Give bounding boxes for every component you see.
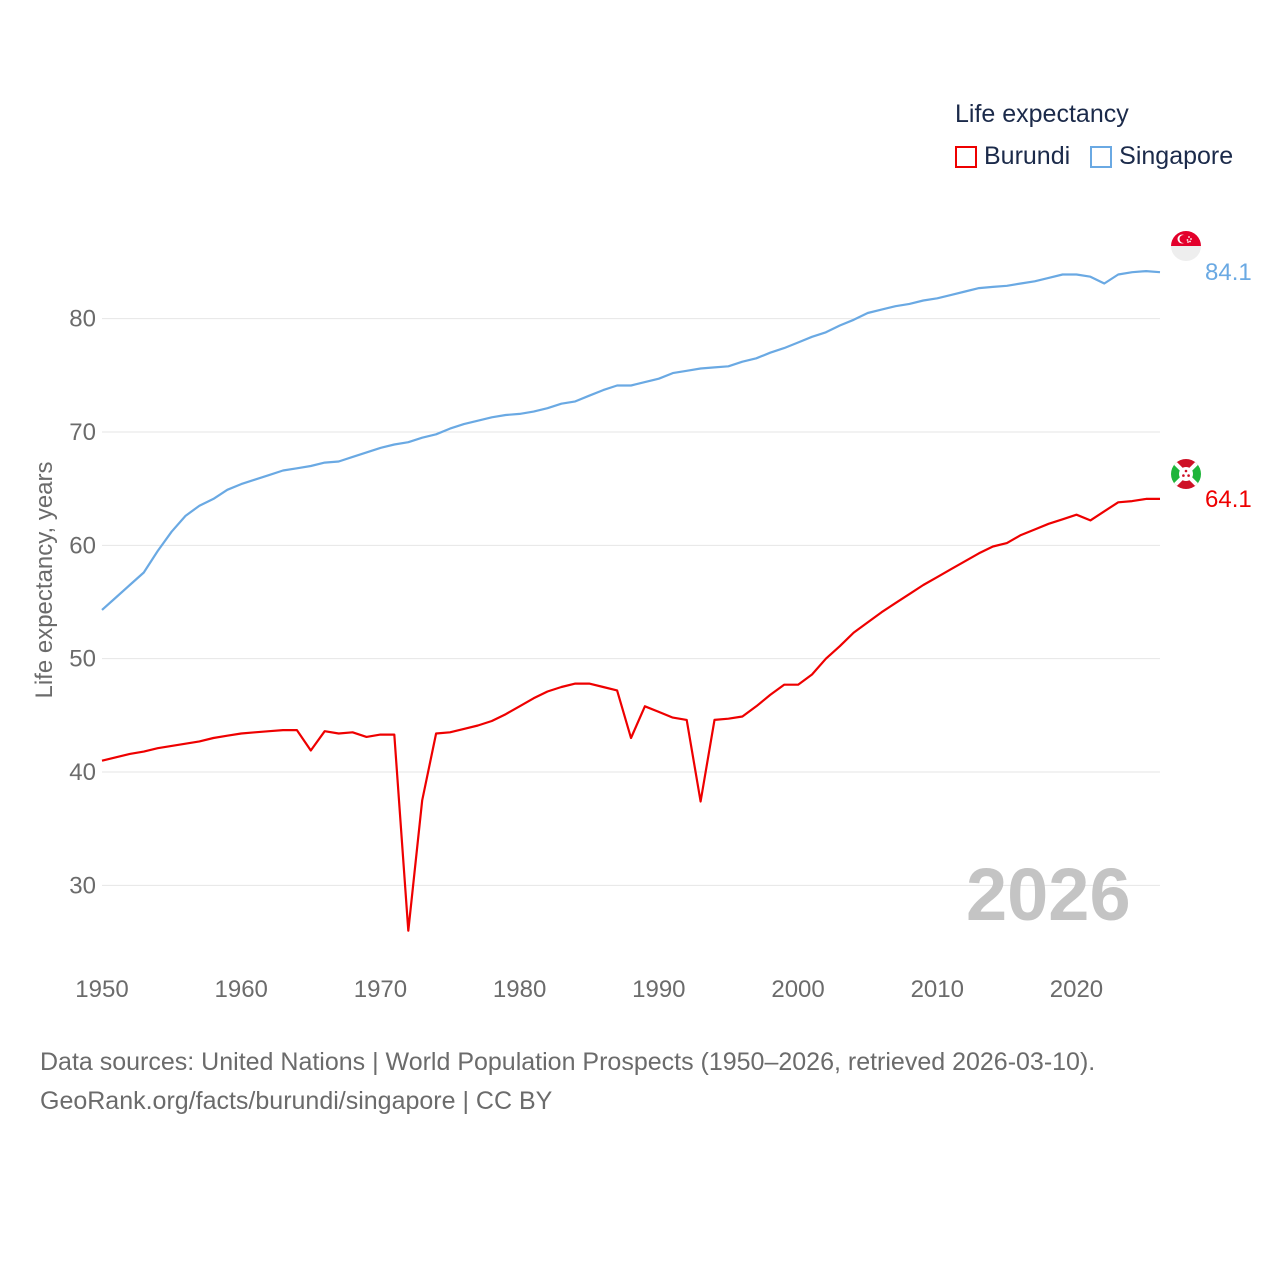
y-tick-label: 40 <box>69 759 96 786</box>
y-tick-label: 30 <box>69 872 96 899</box>
x-tick-label: 1960 <box>215 976 268 1003</box>
gridlines <box>102 318 1160 886</box>
legend-item-burundi[interactable]: Burundi <box>955 142 1070 171</box>
y-tick-label: 50 <box>69 646 96 673</box>
burundi-flag-icon <box>1171 459 1201 489</box>
data-source-text: Data sources: United Nations | World Pop… <box>40 1048 1096 1076</box>
legend-label-singapore: Singapore <box>1119 142 1234 170</box>
x-tick-label: 1950 <box>75 976 128 1003</box>
x-tick-label: 1990 <box>632 976 685 1003</box>
legend: Burundi Singapore <box>955 142 1253 171</box>
x-axis-ticks: 1950 1960 1970 1980 1990 2000 2010 2020 <box>75 976 1103 1003</box>
source-link[interactable]: GeoRank.org/facts/burundi/singapore | CC… <box>40 1087 553 1115</box>
legend-title: Life expectancy <box>955 100 1129 128</box>
end-label-singapore: 84.1 <box>1205 259 1252 286</box>
series-line-singapore <box>101 270 1161 611</box>
footer: Data sources: United Nations | World Pop… <box>40 1043 1095 1121</box>
legend-swatch-singapore <box>1090 145 1113 168</box>
singapore-flag-icon <box>1171 231 1201 261</box>
legend-item-singapore[interactable]: Singapore <box>1090 142 1233 171</box>
legend-swatch-burundi <box>955 145 977 168</box>
series-line-burundi <box>101 497 1160 932</box>
series-lines <box>101 270 1161 932</box>
current-year-watermark: 2026 <box>966 853 1131 936</box>
x-tick-label: 1980 <box>493 976 546 1003</box>
legend-label-burundi: Burundi <box>984 142 1071 170</box>
y-tick-label: 80 <box>69 306 96 333</box>
x-tick-label: 1970 <box>354 976 407 1003</box>
y-axis-label: Life expectancy, years <box>31 461 58 698</box>
end-label-burundi: 64.1 <box>1205 486 1252 513</box>
y-axis-ticks: 30 40 50 60 70 80 <box>69 306 96 900</box>
y-tick-label: 60 <box>69 532 96 559</box>
x-tick-label: 2010 <box>911 976 964 1003</box>
series-end-flags <box>1171 231 1201 489</box>
y-tick-label: 70 <box>69 419 96 446</box>
series-end-labels: 64.1 84.1 <box>1205 259 1252 513</box>
x-tick-label: 2000 <box>771 976 824 1003</box>
x-tick-label: 2020 <box>1050 976 1103 1003</box>
